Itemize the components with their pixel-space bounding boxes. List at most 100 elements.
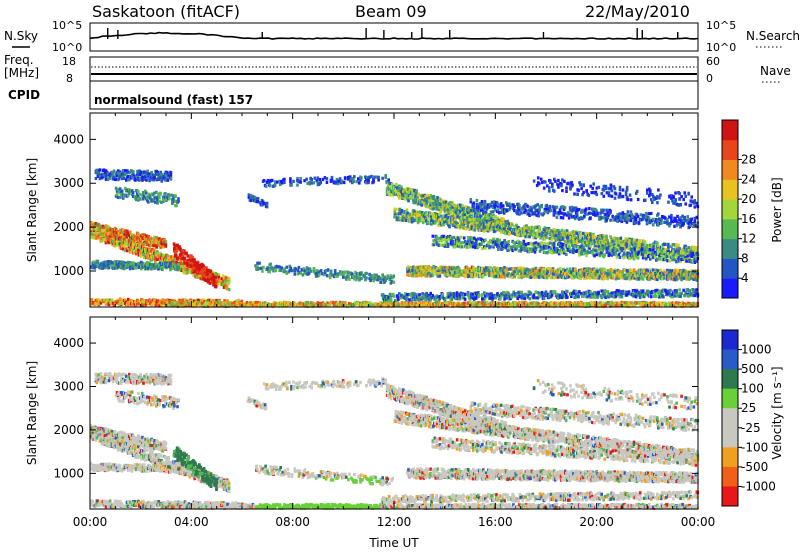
range-cell (353, 180, 356, 183)
range-cell (353, 175, 356, 178)
range-cell (596, 296, 599, 299)
range-cell (113, 170, 116, 173)
range-cell (597, 291, 600, 294)
range-cell (170, 173, 173, 176)
range-cell (589, 291, 592, 294)
range-cell (286, 266, 289, 269)
range-cell (343, 181, 346, 184)
range-cell (478, 294, 481, 297)
range-cell (261, 270, 264, 273)
range-cell (290, 184, 293, 187)
range-cell (505, 297, 508, 300)
range-cell (319, 178, 322, 181)
range-cell (266, 205, 269, 208)
range-cell (344, 301, 347, 304)
range-cell (642, 289, 645, 292)
range-cell (139, 198, 142, 201)
freq-panel: Freq. [MHz] 18 8 60 0 Nave (4, 53, 791, 85)
range-cell (393, 281, 396, 284)
range-cell (228, 288, 231, 291)
range-cell (344, 176, 347, 179)
nsky-tick-top: 10^5 (52, 19, 82, 32)
range-cell (318, 273, 321, 276)
range-cell (370, 175, 373, 178)
cpid-label: CPID (8, 88, 40, 102)
range-cell (377, 176, 380, 179)
cpid-panel: CPID normalsound (fast) 157 (8, 81, 698, 109)
nsky-line (90, 33, 698, 39)
range-cell (348, 278, 351, 281)
range-cell (305, 178, 308, 181)
range-cell (395, 208, 398, 211)
range-cell (669, 289, 672, 292)
range-cell (99, 168, 102, 171)
power-scatter-cells (90, 168, 700, 308)
range-cell (296, 184, 299, 187)
freq-tick-top: 18 (62, 55, 76, 68)
range-cell (406, 208, 409, 211)
range-cell (507, 292, 510, 295)
range-cell (320, 181, 323, 184)
range-cell (390, 299, 393, 302)
range-cell (158, 196, 161, 199)
range-cell (405, 219, 408, 222)
nsearch-label: N.Search (746, 29, 800, 43)
range-cell (543, 297, 546, 300)
range-cell (360, 277, 363, 280)
range-cell (228, 277, 231, 280)
range-cell (379, 281, 382, 284)
range-cell (262, 266, 265, 269)
cpid-text: normalsound (fast) 157 (94, 93, 253, 107)
range-cell (145, 179, 148, 182)
range-cell (499, 297, 502, 300)
range-cell (137, 232, 140, 235)
range-cell (566, 290, 569, 293)
range-cell (384, 174, 387, 177)
range-cell (566, 296, 569, 299)
range-cell (577, 295, 580, 298)
nave-tick-bottom: 0 (706, 72, 713, 85)
range-cell (310, 178, 313, 181)
range-cell (283, 178, 286, 181)
range-cell (289, 180, 292, 183)
nsky-label: N.Sky (4, 29, 38, 43)
beam-title: Beam 09 (355, 2, 427, 21)
range-cell (289, 177, 292, 180)
range-cell (91, 298, 94, 301)
range-cell (109, 177, 112, 180)
date-title: 22/May/2010 (585, 2, 690, 21)
range-cell (477, 291, 480, 294)
range-cell (299, 181, 302, 184)
range-cell (463, 216, 466, 219)
range-cell (330, 270, 333, 273)
range-cell (464, 293, 467, 296)
range-cell (269, 184, 272, 187)
range-cell (365, 276, 368, 279)
range-cell (127, 298, 130, 301)
range-cell (529, 297, 532, 300)
range-cell (326, 177, 329, 180)
range-cell (320, 269, 323, 272)
range-cell (257, 197, 260, 200)
range-cell (621, 295, 624, 298)
nave-tick-top: 60 (706, 55, 720, 68)
range-cell (121, 190, 124, 193)
range-cell (451, 298, 454, 301)
range-cell (678, 288, 681, 291)
station-title: Saskatoon (fitACF) (92, 2, 240, 21)
range-cell (266, 202, 269, 205)
range-cell (269, 263, 272, 266)
range-cell (662, 295, 665, 298)
range-cell (168, 197, 171, 200)
range-cell (393, 295, 396, 298)
nsky-tick-bottom: 10^0 (52, 41, 82, 54)
range-cell (530, 292, 533, 295)
range-cell (365, 272, 368, 275)
range-cell (265, 185, 268, 188)
range-cell (299, 177, 302, 180)
freq-tick-bottom: 8 (66, 72, 73, 85)
range-cell (334, 269, 337, 272)
range-cell (263, 179, 266, 182)
range-cell (177, 197, 180, 200)
